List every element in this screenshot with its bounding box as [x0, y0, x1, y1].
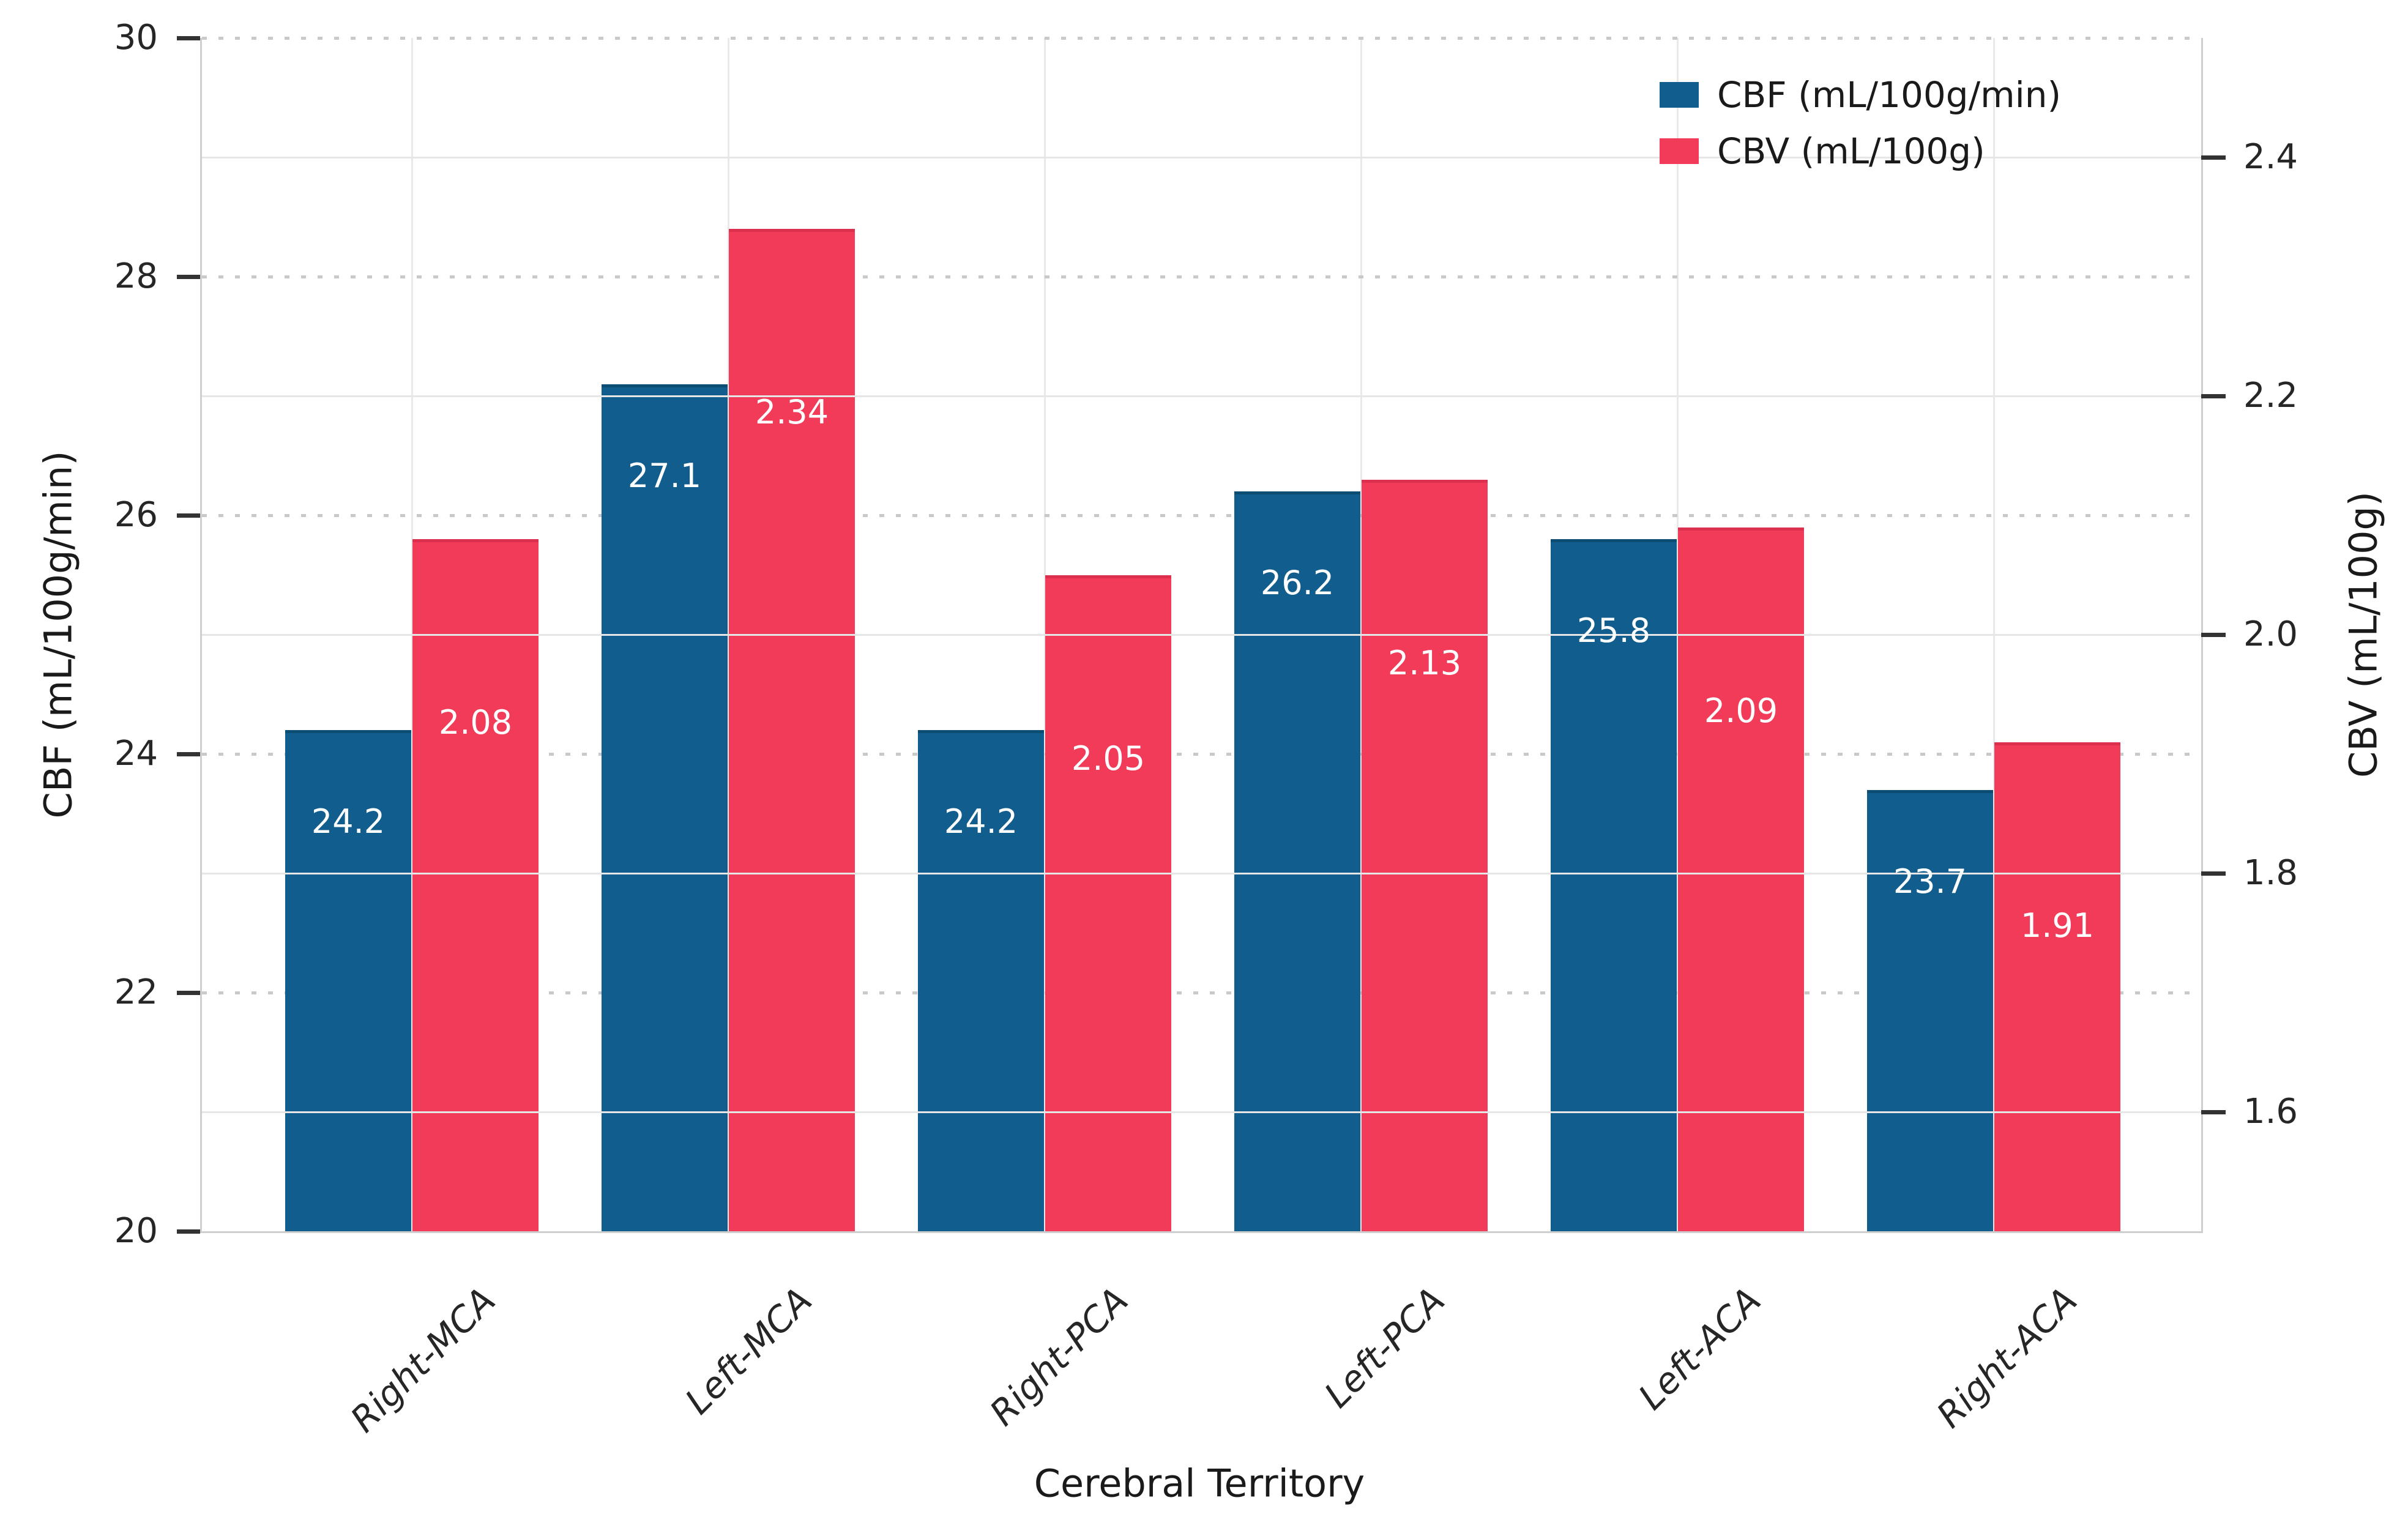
bar-value-label-cbf-right-pca: 24.2: [944, 802, 1018, 841]
bar-cbv-right-pca: [1045, 575, 1171, 1231]
x-tick-label-left-aca: Left-ACA: [1630, 1279, 1769, 1418]
y-tick-label-right-2.4: 2.4: [2243, 137, 2298, 177]
y-tick-right-1.6: [2201, 1110, 2226, 1114]
bar-value-label-cbv-left-mca: 2.34: [755, 393, 829, 431]
legend-entry-cbf: CBF (mL/100g/min): [1660, 69, 2061, 121]
legend-label-cbv: CBV (mL/100g): [1717, 130, 1985, 172]
bar-value-label-cbf-right-aca: 23.7: [1893, 862, 1967, 901]
y-tick-label-right-1.8: 1.8: [2243, 853, 2298, 893]
legend-entry-cbv: CBV (mL/100g): [1660, 125, 2061, 177]
y-tick-label-right-2.0: 2.0: [2243, 614, 2298, 654]
y-tick-left-30: [177, 36, 200, 40]
bar-cbv-left-aca: [1678, 527, 1804, 1231]
x-tick-label-right-aca: Right-ACA: [1929, 1279, 2086, 1436]
y-tick-right-2.2: [2201, 394, 2226, 398]
x-tick-label-right-mca: Right-MCA: [342, 1279, 504, 1441]
y-tick-right-2.4: [2201, 155, 2226, 160]
y-tick-label-left-20: 20: [114, 1211, 158, 1251]
bar-cbf-left-mca: [602, 384, 728, 1231]
plot-area: 24.2 27.1 24.2 26.2 25.8 23.7 2.08 2.34 2.05 2.13…: [200, 37, 2203, 1233]
y-tick-left-28: [177, 275, 200, 279]
x-axis-label: Cerebral Territory: [1034, 1461, 1365, 1506]
bar-cbf-right-aca: [1867, 789, 1993, 1231]
bar-cbf-right-mca: [285, 730, 411, 1231]
bar-value-label-cbv-left-aca: 2.09: [1704, 691, 1778, 730]
legend-swatch-cbv: [1660, 138, 1699, 164]
legend: CBF (mL/100g/min) CBV (mL/100g): [1660, 69, 2061, 177]
bar-value-label-cbv-right-pca: 2.05: [1071, 739, 1146, 778]
x-tick-label-left-mca: Left-MCA: [677, 1279, 820, 1423]
bar-cbv-left-mca: [729, 229, 855, 1231]
bar-value-label-cbf-left-aca: 25.8: [1576, 611, 1651, 650]
grid-line-solid-y2: [202, 634, 2201, 636]
bar-cbv-right-aca: [1994, 742, 2120, 1231]
y-tick-right-1.8: [2201, 871, 2226, 876]
y-tick-right-2.0: [2201, 633, 2226, 637]
y-tick-label-left-24: 24: [114, 734, 158, 774]
y-tick-label-right-1.6: 1.6: [2243, 1092, 2298, 1131]
y-tick-left-20: [177, 1229, 200, 1234]
legend-swatch-cbf: [1660, 82, 1699, 108]
grid-line-dotted-y28: [202, 275, 2201, 278]
y-tick-left-24: [177, 752, 200, 756]
bar-cbf-left-aca: [1551, 539, 1677, 1231]
bar-value-label-cbf-left-pca: 26.2: [1260, 564, 1335, 602]
bar-value-label-cbv-right-mca: 2.08: [438, 703, 513, 742]
grid-line-dotted-y24: [202, 753, 2201, 756]
x-tick-label-right-pca: Right-PCA: [982, 1279, 1136, 1434]
bar-value-label-cbv-left-pca: 2.13: [1387, 643, 1462, 682]
bar-cbv-right-mca: [412, 539, 539, 1231]
y-tick-label-right-2.2: 2.2: [2243, 376, 2298, 416]
y-tick-left-26: [177, 513, 200, 518]
grid-line-dotted-y22: [202, 991, 2201, 994]
y-tick-label-left-30: 30: [114, 18, 158, 58]
bar-cbf-right-pca: [918, 730, 1044, 1231]
grid-line-solid-y1.6: [202, 1111, 2201, 1113]
grid-line-dotted-y30: [202, 37, 2201, 40]
bar-cbf-left-pca: [1234, 491, 1360, 1231]
y-axis-label-right: CBV (mL/100g): [2341, 491, 2386, 778]
grid-line-solid-y2.4: [202, 157, 2201, 158]
bar-value-label-cbv-right-aca: 1.91: [2020, 906, 2095, 945]
grid-line-dotted-y26: [202, 514, 2201, 517]
legend-label-cbf: CBF (mL/100g/min): [1717, 74, 2062, 116]
y-tick-label-left-28: 28: [114, 256, 158, 296]
bar-cbv-left-pca: [1362, 479, 1488, 1231]
grid-line-solid-y2.2: [202, 395, 2201, 397]
bar-value-label-cbf-right-mca: 24.2: [311, 802, 386, 841]
grid-line-solid-y1.8: [202, 873, 2201, 874]
y-tick-label-left-26: 26: [114, 495, 158, 535]
y-tick-label-left-22: 22: [114, 972, 158, 1012]
y-axis-label-left: CBF (mL/100g/min): [35, 450, 81, 819]
bar-value-label-cbf-left-mca: 27.1: [627, 456, 702, 495]
x-tick-label-left-pca: Left-PCA: [1316, 1279, 1453, 1416]
y-tick-left-22: [177, 991, 200, 995]
